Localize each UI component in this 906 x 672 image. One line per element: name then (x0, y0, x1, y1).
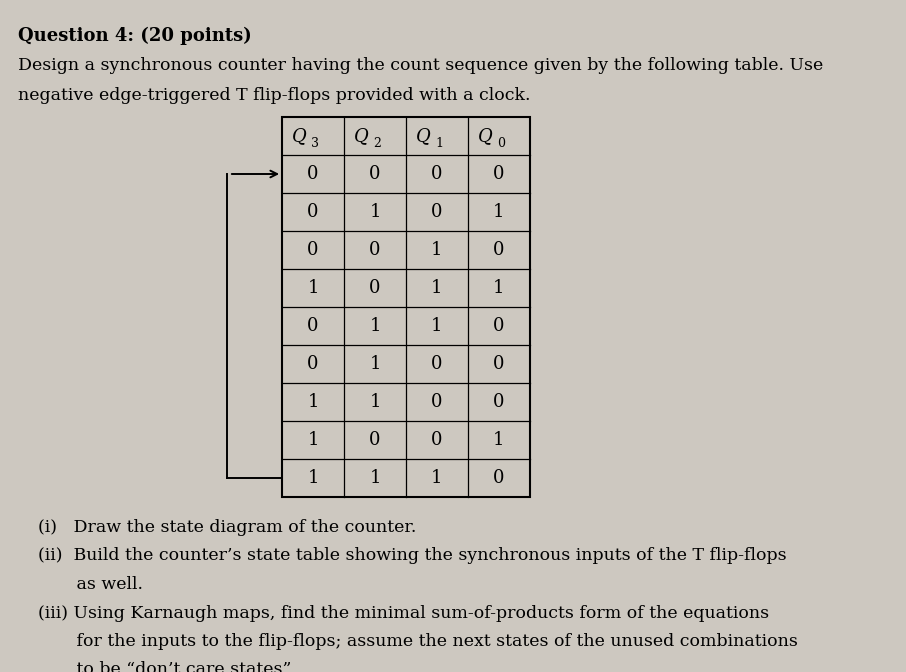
Text: (iii) Using Karnaugh maps, find the minimal sum-of-products form of the equation: (iii) Using Karnaugh maps, find the mini… (38, 605, 769, 622)
Text: 0: 0 (497, 136, 505, 149)
Text: 0: 0 (493, 469, 505, 487)
Text: 1: 1 (370, 317, 381, 335)
Text: Design a synchronous counter having the count sequence given by the following ta: Design a synchronous counter having the … (18, 57, 824, 74)
Text: 1: 1 (493, 431, 505, 449)
Text: 1: 1 (307, 469, 319, 487)
Text: negative edge-triggered T flip-flops provided with a clock.: negative edge-triggered T flip-flops pro… (18, 87, 531, 104)
Text: 0: 0 (307, 241, 319, 259)
Text: 0: 0 (370, 279, 381, 297)
Text: 1: 1 (307, 431, 319, 449)
Text: 0: 0 (493, 241, 505, 259)
Text: 0: 0 (370, 431, 381, 449)
Bar (282, 117, 530, 497)
Text: 0: 0 (307, 355, 319, 373)
Text: 0: 0 (307, 203, 319, 221)
Text: Q: Q (293, 127, 307, 145)
Text: 0: 0 (370, 241, 381, 259)
Text: 0: 0 (493, 355, 505, 373)
Text: 1: 1 (370, 469, 381, 487)
Text: 0: 0 (431, 203, 443, 221)
Text: 1: 1 (307, 393, 319, 411)
Text: 1: 1 (370, 203, 381, 221)
Text: 1: 1 (370, 355, 381, 373)
Text: (ii)  Build the counter’s state table showing the synchronous inputs of the T fl: (ii) Build the counter’s state table sho… (38, 548, 786, 564)
Text: 0: 0 (493, 393, 505, 411)
Text: 1: 1 (435, 136, 443, 149)
Text: 1: 1 (431, 469, 443, 487)
Text: 0: 0 (493, 165, 505, 183)
Text: 0: 0 (493, 317, 505, 335)
Text: 1: 1 (431, 317, 443, 335)
Text: Q: Q (416, 127, 431, 145)
Text: Q: Q (478, 127, 493, 145)
Text: 0: 0 (431, 165, 443, 183)
Text: 1: 1 (493, 203, 505, 221)
Text: 0: 0 (431, 355, 443, 373)
Text: 0: 0 (370, 165, 381, 183)
Text: 0: 0 (431, 431, 443, 449)
Text: 1: 1 (431, 241, 443, 259)
Text: 1: 1 (431, 279, 443, 297)
Text: 3: 3 (311, 136, 319, 149)
Text: Q: Q (354, 127, 369, 145)
Text: for the inputs to the flip-flops; assume the next states of the unused combinati: for the inputs to the flip-flops; assume… (38, 633, 798, 650)
Text: 0: 0 (431, 393, 443, 411)
Text: 2: 2 (373, 136, 381, 149)
Text: 1: 1 (307, 279, 319, 297)
Text: 1: 1 (493, 279, 505, 297)
Text: 0: 0 (307, 317, 319, 335)
Text: to be “don’t care states”: to be “don’t care states” (38, 661, 292, 672)
Text: 0: 0 (307, 165, 319, 183)
Text: (i)   Draw the state diagram of the counter.: (i) Draw the state diagram of the counte… (38, 519, 417, 536)
Text: 1: 1 (370, 393, 381, 411)
Text: Question 4: (20 points): Question 4: (20 points) (18, 27, 252, 45)
Text: as well.: as well. (38, 576, 143, 593)
